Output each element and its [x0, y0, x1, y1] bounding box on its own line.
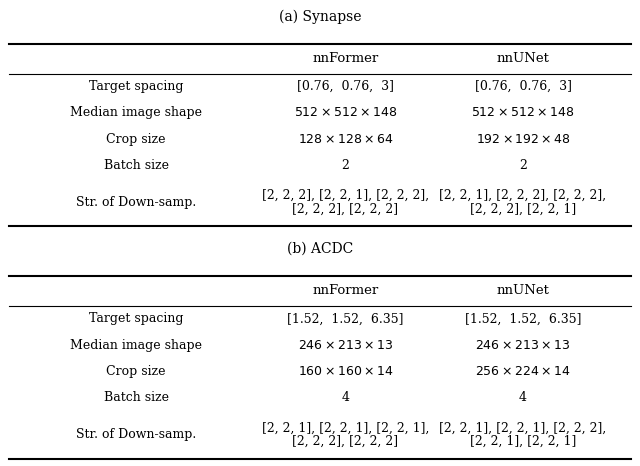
Text: [2, 2, 1], [2, 2, 1]: [2, 2, 1], [2, 2, 1] [470, 435, 576, 448]
Text: [2, 2, 2], [2, 2, 1]: [2, 2, 2], [2, 2, 1] [470, 203, 576, 216]
Text: $246 \times 213 \times 13$: $246 \times 213 \times 13$ [476, 339, 571, 352]
Text: nnFormer: nnFormer [312, 284, 378, 297]
Text: [2, 2, 2], [2, 2, 2]: [2, 2, 2], [2, 2, 2] [292, 203, 399, 216]
Text: [2, 2, 1], [2, 2, 1], [2, 2, 1],: [2, 2, 1], [2, 2, 1], [2, 2, 1], [262, 421, 429, 434]
Text: Median image shape: Median image shape [70, 106, 202, 119]
Text: Batch size: Batch size [104, 159, 168, 172]
Text: [1.52,  1.52,  6.35]: [1.52, 1.52, 6.35] [287, 312, 404, 325]
Text: [0.76,  0.76,  3]: [0.76, 0.76, 3] [474, 80, 572, 93]
Text: Str. of Down-samp.: Str. of Down-samp. [76, 196, 196, 209]
Text: nnUNet: nnUNet [497, 52, 550, 65]
Text: Str. of Down-samp.: Str. of Down-samp. [76, 428, 196, 441]
Text: [2, 2, 1], [2, 2, 1], [2, 2, 2],: [2, 2, 1], [2, 2, 1], [2, 2, 2], [440, 421, 607, 434]
Text: nnFormer: nnFormer [312, 52, 378, 65]
Text: 2: 2 [342, 159, 349, 172]
Text: (b) ACDC: (b) ACDC [287, 242, 353, 256]
Text: $256 \times 224 \times 14$: $256 \times 224 \times 14$ [476, 365, 571, 378]
Text: Median image shape: Median image shape [70, 339, 202, 352]
Text: [2, 2, 1], [2, 2, 2], [2, 2, 2],: [2, 2, 1], [2, 2, 2], [2, 2, 2], [440, 189, 607, 202]
Text: 2: 2 [519, 159, 527, 172]
Text: nnUNet: nnUNet [497, 284, 550, 297]
Text: 4: 4 [519, 391, 527, 404]
Text: $128 \times 128 \times 64$: $128 \times 128 \times 64$ [298, 133, 393, 145]
Text: $192 \times 192 \times 48$: $192 \times 192 \times 48$ [476, 133, 570, 145]
Text: [2, 2, 2], [2, 2, 1], [2, 2, 2],: [2, 2, 2], [2, 2, 1], [2, 2, 2], [262, 189, 429, 202]
Text: Target spacing: Target spacing [89, 312, 183, 325]
Text: Batch size: Batch size [104, 391, 168, 404]
Text: 4: 4 [341, 391, 349, 404]
Text: $246 \times 213 \times 13$: $246 \times 213 \times 13$ [298, 339, 393, 352]
Text: [2, 2, 2], [2, 2, 2]: [2, 2, 2], [2, 2, 2] [292, 435, 399, 448]
Text: Crop size: Crop size [106, 365, 166, 378]
Text: $160 \times 160 \times 14$: $160 \times 160 \times 14$ [298, 365, 393, 378]
Text: [0.76,  0.76,  3]: [0.76, 0.76, 3] [297, 80, 394, 93]
Text: Target spacing: Target spacing [89, 80, 183, 93]
Text: (a) Synapse: (a) Synapse [279, 10, 361, 24]
Text: $512 \times 512 \times 148$: $512 \times 512 \times 148$ [471, 106, 575, 119]
Text: Crop size: Crop size [106, 133, 166, 145]
Text: $512 \times 512 \times 148$: $512 \times 512 \times 148$ [294, 106, 397, 119]
Text: [1.52,  1.52,  6.35]: [1.52, 1.52, 6.35] [465, 312, 581, 325]
